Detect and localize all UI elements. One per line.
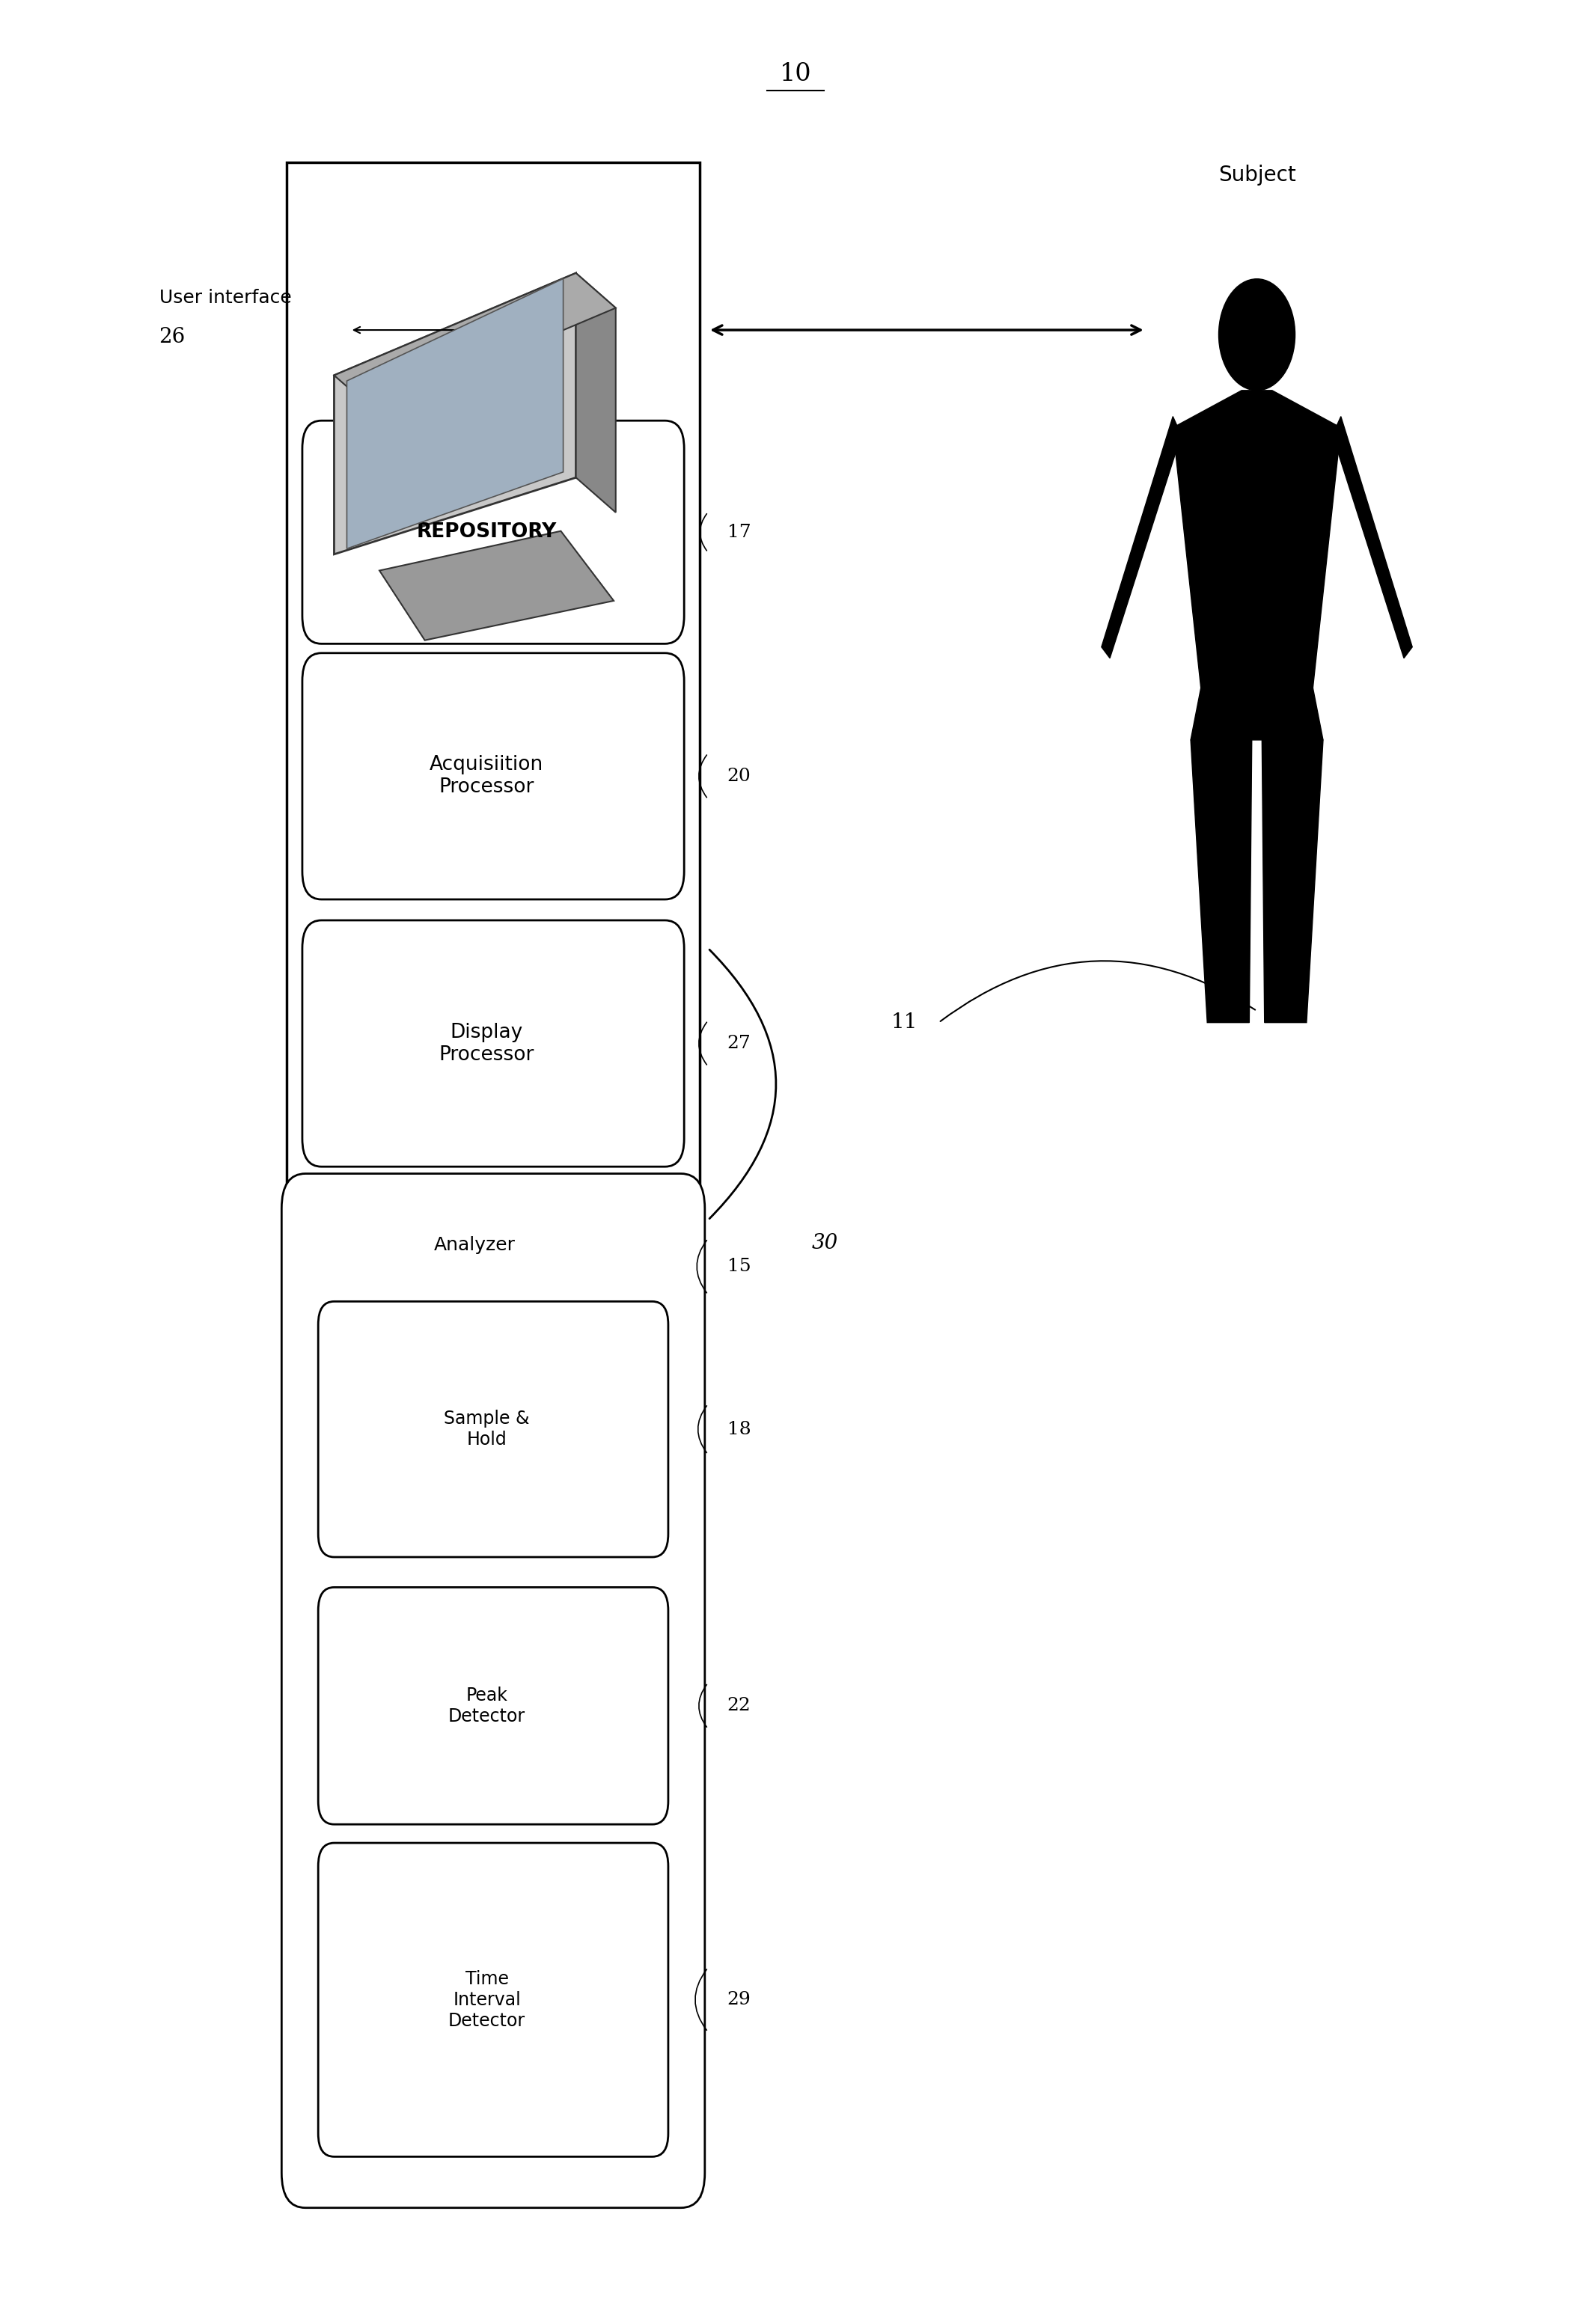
Text: 26: 26	[159, 328, 186, 346]
Text: User interface: User interface	[159, 288, 291, 307]
Polygon shape	[334, 274, 616, 409]
Text: Time
Interval
Detector: Time Interval Detector	[449, 1971, 525, 2029]
Polygon shape	[1101, 416, 1181, 658]
FancyBboxPatch shape	[302, 421, 684, 644]
Polygon shape	[1190, 688, 1324, 739]
FancyBboxPatch shape	[286, 163, 700, 2196]
Text: 30: 30	[811, 1234, 838, 1253]
Text: Display
Processor: Display Processor	[439, 1023, 535, 1064]
Text: 29: 29	[727, 1992, 751, 2008]
Polygon shape	[334, 274, 576, 555]
FancyBboxPatch shape	[318, 1301, 668, 1557]
Text: 15: 15	[727, 1257, 751, 1276]
FancyBboxPatch shape	[318, 1587, 668, 1824]
Polygon shape	[1190, 739, 1252, 1023]
Polygon shape	[1173, 390, 1341, 688]
Text: 11: 11	[891, 1013, 918, 1032]
Text: 22: 22	[727, 1697, 751, 1715]
Polygon shape	[463, 535, 508, 572]
Text: Peak
Detector: Peak Detector	[449, 1687, 525, 1724]
FancyBboxPatch shape	[318, 1843, 668, 2157]
FancyBboxPatch shape	[302, 920, 684, 1167]
Polygon shape	[379, 532, 614, 641]
FancyBboxPatch shape	[282, 1174, 705, 2208]
Text: Acquisiition
Processor: Acquisiition Processor	[430, 755, 543, 797]
Text: Subject: Subject	[1219, 165, 1295, 186]
Text: 27: 27	[727, 1034, 751, 1053]
Polygon shape	[347, 279, 563, 548]
Polygon shape	[1333, 416, 1413, 658]
Text: 18: 18	[727, 1420, 751, 1439]
Text: 10: 10	[780, 63, 811, 86]
FancyBboxPatch shape	[302, 653, 684, 899]
Text: Analyzer: Analyzer	[434, 1236, 515, 1255]
Circle shape	[1219, 279, 1295, 390]
Polygon shape	[576, 274, 616, 514]
Text: REPOSITORY: REPOSITORY	[417, 523, 557, 541]
Text: 20: 20	[727, 767, 751, 786]
Polygon shape	[1262, 739, 1324, 1023]
Text: Sample &
Hold: Sample & Hold	[444, 1411, 530, 1448]
Text: 17: 17	[727, 523, 751, 541]
